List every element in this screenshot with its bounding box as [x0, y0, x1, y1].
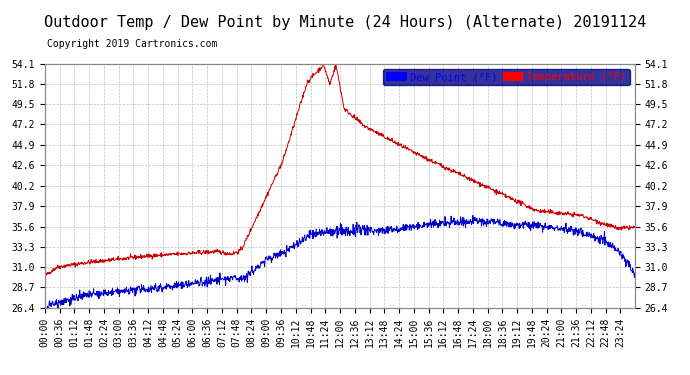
Legend: Dew Point (°F), Temperature (°F): Dew Point (°F), Temperature (°F) — [383, 69, 629, 85]
Text: Copyright 2019 Cartronics.com: Copyright 2019 Cartronics.com — [47, 39, 217, 50]
Text: Outdoor Temp / Dew Point by Minute (24 Hours) (Alternate) 20191124: Outdoor Temp / Dew Point by Minute (24 H… — [44, 15, 646, 30]
